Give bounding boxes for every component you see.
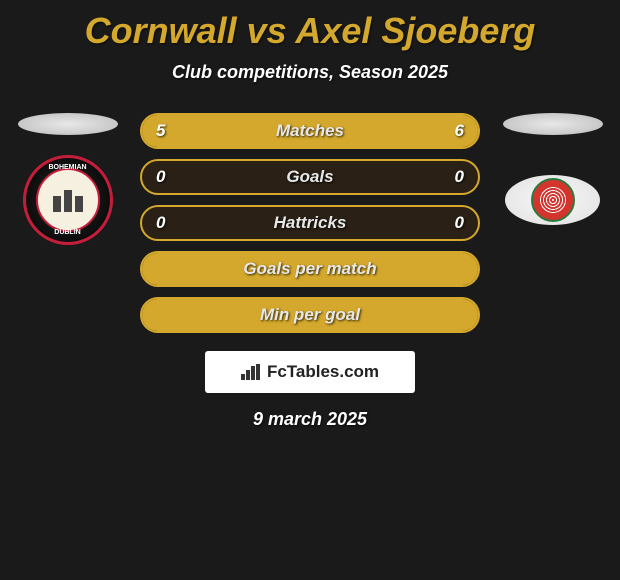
date-text: 9 march 2025 — [0, 409, 620, 430]
stat-value-right: 0 — [455, 167, 464, 187]
stat-bar: 0 0 Hattricks — [140, 205, 480, 241]
stat-bar: 5 6 Matches — [140, 113, 480, 149]
stat-label: Min per goal — [260, 305, 360, 325]
stats-column: 5 6 Matches 0 0 Goals 0 0 Hattricks Goals per mat… — [140, 113, 480, 333]
page-title: Cornwall vs Axel Sjoeberg — [0, 0, 620, 52]
stat-value-left: 5 — [156, 121, 165, 141]
stat-label: Matches — [276, 121, 344, 141]
right-player-col — [495, 113, 610, 225]
stat-value-left: 0 — [156, 213, 165, 233]
stat-bar: Min per goal — [140, 297, 480, 333]
stat-value-right: 6 — [455, 121, 464, 141]
stat-value-left: 0 — [156, 167, 165, 187]
club-badge-right — [505, 175, 600, 225]
left-player-col: BOHEMIAN DUBLIN — [10, 113, 125, 245]
club-badge-left: BOHEMIAN DUBLIN — [23, 155, 113, 245]
bar-chart-icon — [241, 364, 261, 380]
attribution-badge[interactable]: FcTables.com — [205, 351, 415, 393]
attribution-text: FcTables.com — [267, 362, 379, 382]
comparison-area: BOHEMIAN DUBLIN 5 6 Matches 0 0 Goals 0 0 Hattri… — [0, 113, 620, 333]
club-badge-text-top: BOHEMIAN — [48, 164, 86, 171]
castle-icon — [53, 188, 83, 212]
stat-label: Hattricks — [274, 213, 347, 233]
player-avatar-placeholder — [503, 113, 603, 135]
subtitle: Club competitions, Season 2025 — [0, 62, 620, 83]
stat-value-right: 0 — [455, 213, 464, 233]
club-badge-inner-icon — [531, 178, 575, 222]
club-badge-text-bottom: DUBLIN — [54, 229, 80, 236]
stat-bar: Goals per match — [140, 251, 480, 287]
stat-label: Goals per match — [243, 259, 376, 279]
stat-label: Goals — [286, 167, 333, 187]
stat-bar: 0 0 Goals — [140, 159, 480, 195]
player-avatar-placeholder — [18, 113, 118, 135]
